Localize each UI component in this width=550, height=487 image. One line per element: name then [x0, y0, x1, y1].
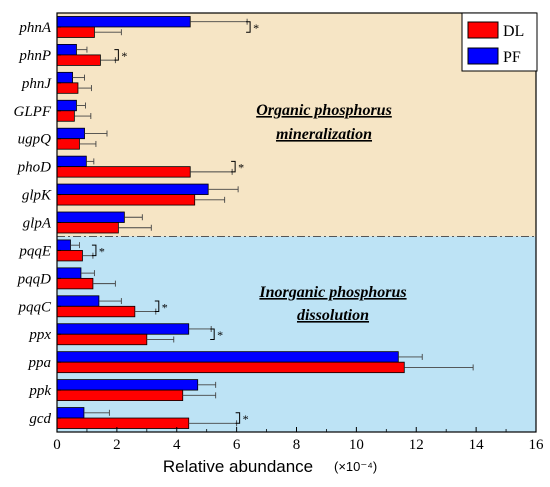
significance-mark-pqqC: * — [162, 300, 168, 314]
x-tick-label-4: 4 — [173, 437, 181, 453]
significance-bracket-phnP — [114, 49, 119, 61]
bar-pf-glpK — [56, 183, 209, 195]
y-label-ppa: ppa — [28, 355, 52, 371]
significance-mark-gcd: * — [243, 412, 249, 426]
significance-marks: * * * * * * * — [91, 21, 259, 426]
y-label-ppk: ppk — [28, 383, 51, 399]
bar-pf-pqqC — [56, 295, 100, 307]
significance-mark-phoD: * — [238, 161, 244, 175]
bar-pf-ugpQ — [56, 127, 85, 140]
significance-mark-ppx: * — [217, 328, 223, 342]
axes: 0 2 4 6 8 10 12 14 16 phnA phnP phnJ GLPF ugpQ phoD glp… — [14, 12, 545, 453]
significance-bracket-ppx — [210, 328, 215, 340]
bar-dl-phnJ — [56, 82, 79, 94]
bar-dl-GLPF — [56, 110, 75, 122]
y-label-glpK: glpK — [22, 188, 52, 204]
bar-dl-ugpQ — [56, 138, 80, 150]
bar-pf-GLPF — [56, 99, 77, 112]
significance-bracket-phoD — [231, 160, 236, 173]
x-tick-label-0: 0 — [53, 437, 61, 453]
bar-dl-phoD — [56, 166, 191, 178]
y-label-glpA: glpA — [23, 216, 52, 232]
bar-dl-gcd — [56, 417, 190, 429]
x-axis-unit: (×10⁻⁴) — [334, 459, 377, 474]
significance-bracket-phnA — [246, 21, 251, 33]
x-tick-label-16: 16 — [529, 437, 545, 453]
legend-swatch-dl — [467, 21, 499, 39]
y-label-phoD: phoD — [17, 160, 52, 176]
significance-mark-phnP: * — [121, 49, 127, 63]
region-inorganic-line2: dissolution — [297, 307, 369, 324]
y-label-phnA: phnA — [18, 20, 52, 36]
legend: DL PF — [461, 12, 538, 72]
y-label-phnP: phnP — [18, 48, 51, 64]
legend-swatch-pf — [467, 47, 499, 65]
bar-pf-gcd — [56, 407, 85, 419]
axis-titles: Relative abundance (×10⁻⁴) — [163, 457, 377, 476]
bar-pf-phnJ — [56, 71, 73, 84]
bar-dl-ppa — [56, 361, 405, 374]
region-organic-line1: Organic phosphorus — [256, 102, 392, 119]
bar-pf-pqqE — [56, 239, 71, 251]
bar-pf-pqqD — [56, 267, 82, 279]
x-tick-label-10: 10 — [349, 437, 364, 453]
y-label-ugpQ: ugpQ — [18, 132, 52, 148]
bar-pf-ppx — [56, 323, 190, 335]
x-tick-label-14: 14 — [469, 437, 485, 453]
bar-dl-glpA — [56, 222, 119, 234]
bar-dl-pqqD — [56, 277, 94, 290]
region-organic-line2: mineralization — [276, 126, 372, 143]
x-tick-label-12: 12 — [409, 437, 424, 453]
bar-pf-ppa — [56, 351, 399, 363]
bar-pf-phnA — [56, 16, 191, 28]
y-label-gcd: gcd — [29, 411, 51, 427]
x-tick-label-2: 2 — [113, 437, 121, 453]
y-label-GLPF: GLPF — [14, 104, 52, 120]
bar-dl-pqqC — [56, 305, 136, 318]
bar-pf-glpA — [56, 211, 125, 223]
bar-dl-phnP — [56, 54, 101, 66]
bars — [56, 16, 405, 429]
y-label-pqqE: pqqE — [18, 243, 51, 259]
bar-dl-pqqE — [56, 250, 83, 262]
y-label-pqqD: pqqD — [17, 271, 52, 287]
bar-dl-ppk — [56, 389, 184, 402]
bar-pf-phoD — [56, 155, 87, 168]
legend-label-pf: PF — [503, 49, 521, 66]
y-label-ppx: ppx — [28, 327, 51, 343]
region-inorganic-line1: Inorganic phosphorus — [258, 284, 406, 301]
significance-bracket-pqqE — [91, 244, 97, 257]
bar-dl-phnA — [56, 26, 95, 38]
x-axis-title: Relative abundance — [163, 457, 313, 476]
significance-bracket-pqqC — [154, 300, 160, 313]
significance-mark-phnA: * — [253, 21, 259, 35]
significance-bracket-gcd — [235, 412, 241, 424]
region-labels: Organic phosphorus mineralization Inorga… — [256, 102, 406, 324]
bar-dl-ppx — [56, 333, 148, 346]
legend-label-dl: DL — [503, 23, 524, 40]
y-label-phnJ: phnJ — [21, 76, 53, 92]
y-label-pqqC: pqqC — [17, 299, 52, 315]
bar-pf-phnP — [56, 44, 77, 56]
error-bars — [70, 18, 474, 427]
bar-pf-ppk — [56, 379, 199, 391]
x-tick-label-6: 6 — [233, 437, 241, 453]
significance-mark-pqqE: * — [99, 244, 105, 258]
x-tick-label-8: 8 — [293, 437, 301, 453]
bar-dl-glpK — [56, 194, 196, 206]
